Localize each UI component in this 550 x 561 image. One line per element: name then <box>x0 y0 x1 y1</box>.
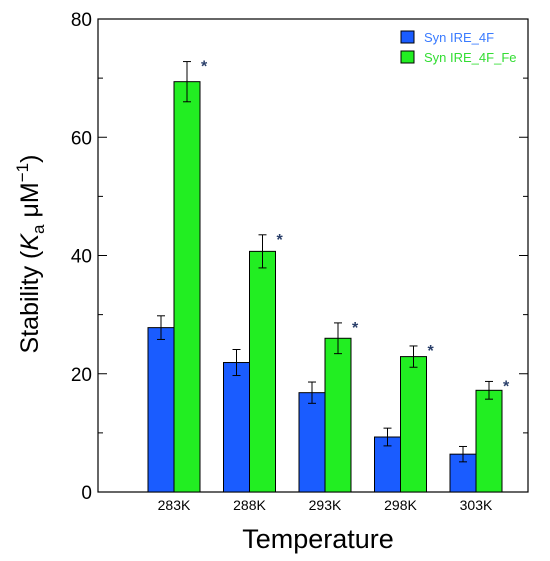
y-tick-label: 0 <box>81 483 92 504</box>
y-tick-label: 40 <box>71 247 92 268</box>
y-axis-title-prefix: Stability ( <box>16 250 44 353</box>
x-tick-label-293K: 293K <box>309 497 342 513</box>
significance-mark: * <box>201 59 208 76</box>
x-axis-title: Temperature <box>242 524 394 554</box>
x-tick-label-303K: 303K <box>460 497 493 513</box>
bar-syn-ire-4f-fe-293K <box>324 337 352 493</box>
bar-syn-ire-4f-fe-288K <box>249 250 276 493</box>
significance-mark: * <box>503 378 510 395</box>
bar-syn-ire-4f-fe-303K <box>475 389 503 493</box>
significance-mark: * <box>428 343 435 360</box>
legend-swatch-syn-ire-4f-fe <box>400 50 415 64</box>
x-tick-label-283K: 283K <box>158 497 191 513</box>
y-axis-title: Stability (Ka μM−1) <box>13 155 48 354</box>
bar-syn-ire-4f-293K <box>298 392 326 493</box>
y-axis-title-symbol: K <box>16 233 44 251</box>
y-axis-title-suffix: ) <box>16 155 44 163</box>
bar-syn-ire-4f-fe-283K <box>173 81 201 493</box>
x-tick-label-298K: 298K <box>384 497 417 513</box>
y-axis-title-unit: μM <box>16 182 44 224</box>
legend: Syn IRE_4F Syn IRE_4F_Fe <box>400 30 517 65</box>
y-axis-title-superscript: −1 <box>13 163 32 182</box>
tick-labels: 0 20 40 60 80 283K 288K 293K 298K 303K <box>71 10 493 513</box>
significance-mark: * <box>277 232 284 249</box>
significance-mark: * <box>352 320 359 337</box>
y-tick-label: 80 <box>71 10 92 31</box>
y-tick-label: 20 <box>71 365 92 386</box>
y-tick-label: 60 <box>71 128 92 149</box>
bars: * * * * * <box>147 59 510 493</box>
legend-swatch-syn-ire-4f <box>400 30 415 44</box>
bar-syn-ire-4f-fe-298K <box>400 356 427 493</box>
bar-syn-ire-4f-288K <box>223 362 250 493</box>
bar-syn-ire-4f-283K <box>147 327 175 493</box>
legend-label-syn-ire-4f-fe: Syn IRE_4F_Fe <box>424 50 517 65</box>
y-axis-title-subscript: a <box>29 224 48 234</box>
x-tick-label-288K: 288K <box>233 497 266 513</box>
legend-label-syn-ire-4f: Syn IRE_4F <box>424 30 494 45</box>
